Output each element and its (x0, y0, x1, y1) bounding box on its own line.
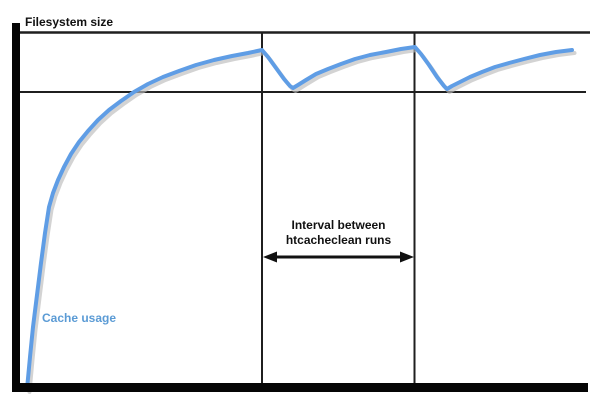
interval-annotation-line1: Interval between (291, 218, 386, 232)
cache-usage-label: Cache usage (42, 311, 117, 325)
interval-annotation: Interval between htcacheclean runs (262, 218, 415, 248)
interval-arrow-left-head-icon (263, 251, 277, 263)
filesystem-size-label: Filesystem size (25, 15, 114, 29)
interval-annotation-line2: htcacheclean runs (285, 233, 392, 247)
cache-usage-curve (25, 45, 574, 391)
x-axis-bar (12, 383, 588, 392)
interval-arrow-right-head-icon (400, 251, 414, 263)
y-axis-bar (12, 23, 20, 392)
